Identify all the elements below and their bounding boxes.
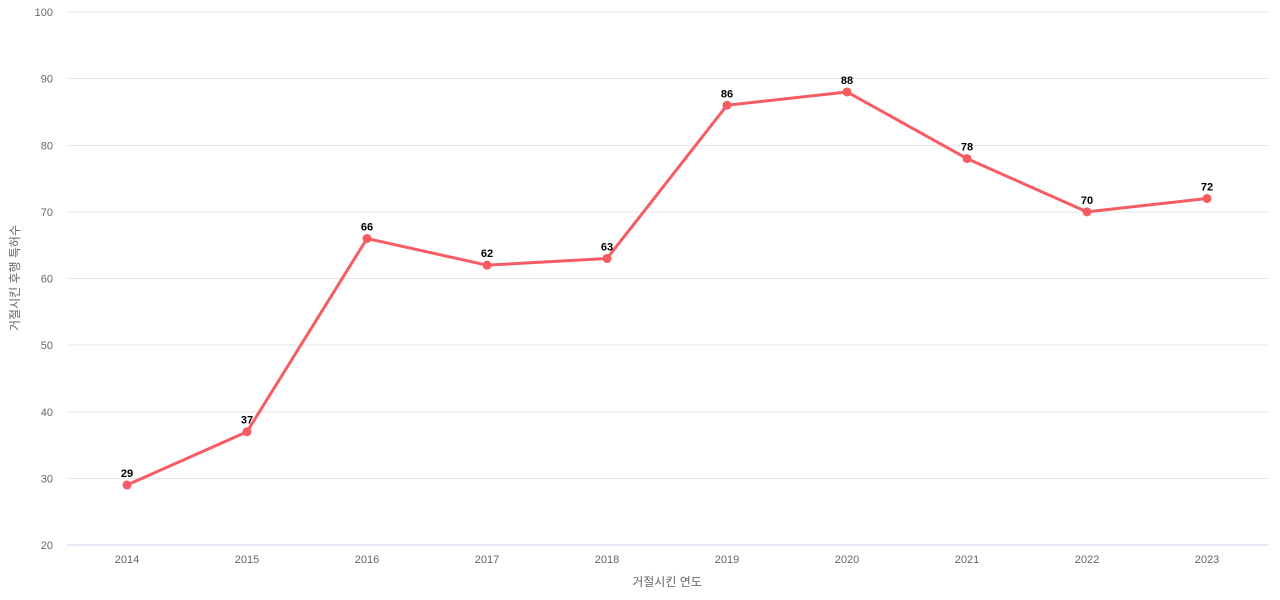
y-axis-title: 거절시킨 후행 특허수 [7,225,22,331]
y-tick-label: 80 [41,140,53,152]
data-point-marker[interactable] [362,234,372,244]
y-tick-label: 50 [41,340,53,352]
gridlines [67,11,1268,546]
data-point-marker[interactable] [602,254,612,264]
y-tick-label: 40 [41,407,53,419]
x-tick-label: 2020 [835,554,859,566]
y-tick-label: 100 [35,7,53,19]
line-series [125,90,1209,487]
data-point-label: 37 [241,415,253,427]
data-point-label: 78 [961,142,973,154]
x-tick-label: 2015 [235,554,259,566]
data-point-labels: 29 37 66 62 63 86 88 78 70 72 [121,75,1213,480]
data-point-label: 63 [601,242,613,254]
data-point-marker[interactable] [242,427,252,437]
data-point-label: 29 [121,468,133,480]
x-tick-label: 2016 [355,554,379,566]
y-tick-label: 60 [41,274,53,286]
data-point-label: 88 [841,75,853,87]
data-point-marker[interactable] [962,154,972,164]
data-point-markers [122,87,1212,490]
data-point-marker[interactable] [122,480,132,490]
series-path [125,90,1209,487]
y-tick-label: 30 [41,473,53,485]
y-tick-label: 70 [41,207,53,219]
x-tick-label: 2023 [1195,554,1219,566]
data-point-marker[interactable] [1082,207,1092,217]
x-tick-label: 2021 [955,554,979,566]
x-axis-title: 거절시킨 연도 [632,575,702,589]
data-point-label: 86 [721,88,733,100]
data-point-marker[interactable] [842,87,852,97]
x-tick-label: 2017 [475,554,499,566]
x-tick-label: 2019 [715,554,739,566]
x-tick-label: 2022 [1075,554,1099,566]
y-tick-label: 90 [41,74,53,86]
y-axis-tick-labels: 20 30 40 50 60 70 80 90 100 [35,7,53,552]
data-point-label: 72 [1201,182,1213,194]
data-point-label: 70 [1081,195,1093,207]
x-tick-label: 2014 [115,554,139,566]
x-tick-label: 2018 [595,554,619,566]
data-point-label: 66 [361,222,373,234]
data-point-label: 62 [481,248,493,260]
data-point-marker[interactable] [482,260,492,270]
data-point-marker[interactable] [1202,194,1212,204]
y-tick-label: 20 [41,540,53,552]
x-axis-tick-labels: 2014 2015 2016 2017 2018 2019 2020 2021 2022 2023 [115,554,1219,566]
data-point-marker[interactable] [722,100,732,110]
